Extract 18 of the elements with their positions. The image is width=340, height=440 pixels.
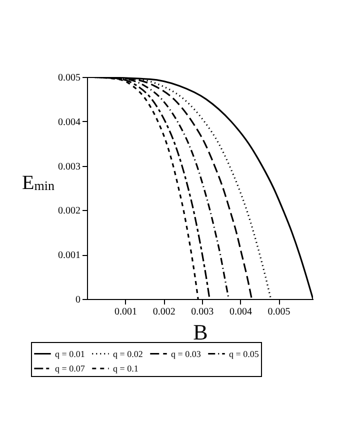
legend-label: q = 0.02 <box>113 348 143 359</box>
legend-label: q = 0.03 <box>171 348 202 359</box>
y-tick-label: 0.001 <box>58 250 80 262</box>
legend-label: q = 0.01 <box>55 348 85 359</box>
y-tick-label: 0.003 <box>58 161 80 172</box>
x-tick-label: 0.005 <box>268 306 290 318</box>
y-tick-label: 0 <box>76 294 80 306</box>
y-tick-label: 0.002 <box>58 206 80 217</box>
x-tick-label: 0.004 <box>229 306 252 318</box>
x-tick-label: 0.001 <box>114 306 138 318</box>
legend-label: q = 0.05 <box>229 348 260 359</box>
legend-label: q = 0.1 <box>113 364 138 374</box>
y-tick-label: 0.004 <box>58 116 80 128</box>
legend-label: q = 0.07 <box>55 364 86 374</box>
x-axis-title: B <box>193 320 208 344</box>
x-tick-label: 0.002 <box>152 306 176 318</box>
y-tick-label: 0.005 <box>58 72 80 84</box>
x-tick-label: 0.003 <box>191 306 214 318</box>
